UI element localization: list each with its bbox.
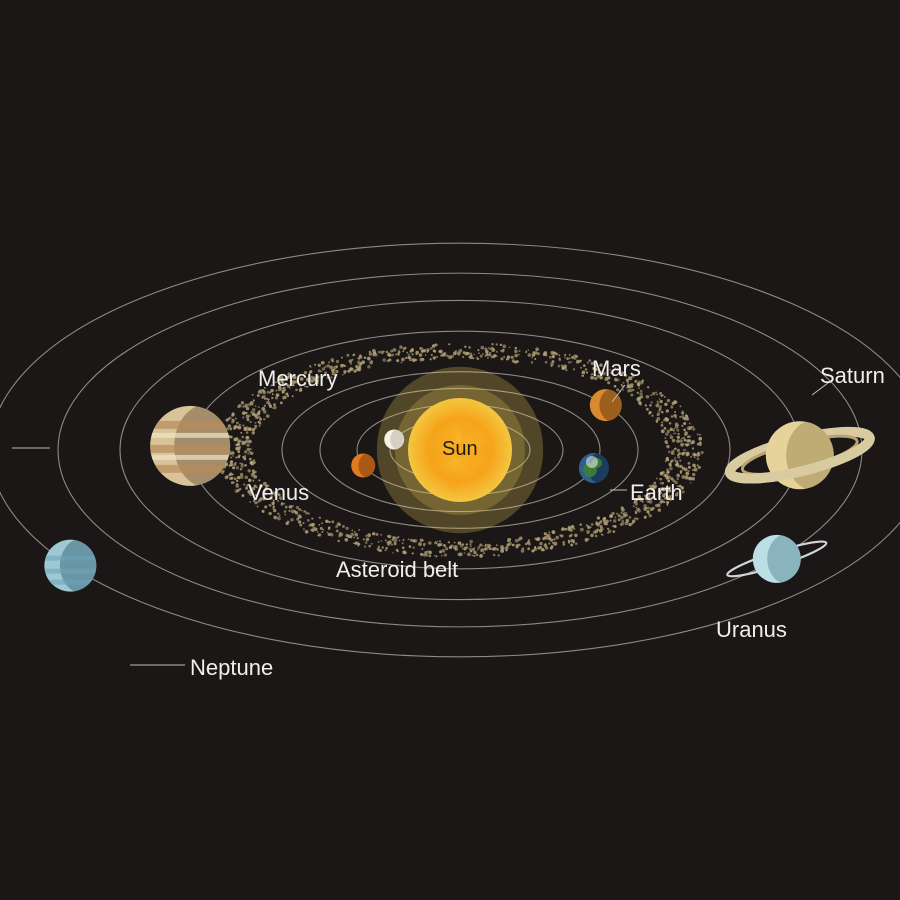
planet-earth	[579, 452, 614, 484]
planet-jupiter	[150, 404, 242, 488]
solar-system-diagram: SunMercuryVenusEarthMarsAsteroid belterS…	[0, 0, 900, 900]
diagram-svg	[0, 0, 900, 900]
planet-saturn	[726, 420, 873, 491]
planet-neptune	[44, 538, 104, 593]
label-tick-saturn	[812, 380, 832, 395]
planet-venus	[351, 453, 379, 478]
planet-uranus	[725, 534, 828, 584]
